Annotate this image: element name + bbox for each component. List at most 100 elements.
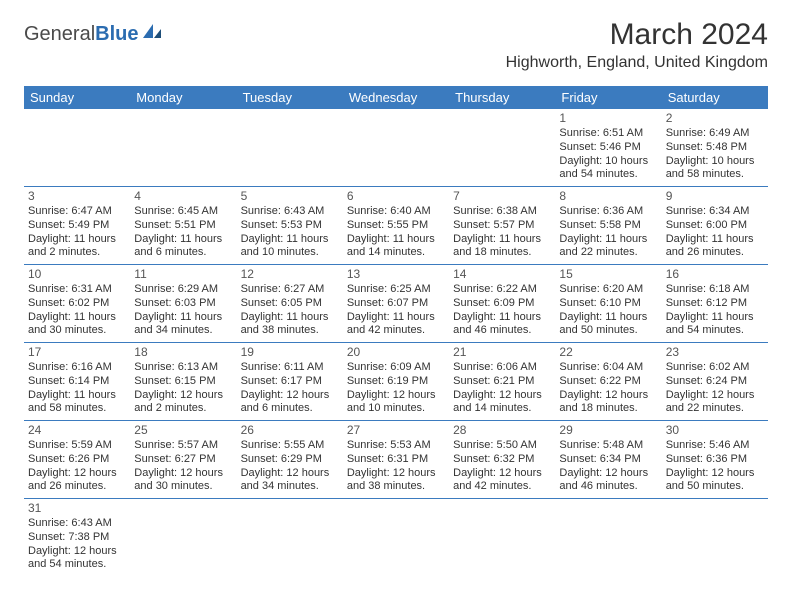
sunset-text: Sunset: 6:34 PM (559, 453, 657, 467)
sunrise-text: Sunrise: 6:11 AM (241, 361, 339, 375)
sunrise-text: Sunrise: 6:22 AM (453, 283, 551, 297)
sunrise-text: Sunrise: 6:45 AM (134, 205, 232, 219)
daylight-text: Daylight: 12 hours and 18 minutes. (559, 389, 657, 417)
daylight-text: Daylight: 11 hours and 42 minutes. (347, 311, 445, 339)
day-number: 13 (347, 267, 445, 282)
weekday-header: Saturday (662, 86, 768, 109)
day-number: 14 (453, 267, 551, 282)
calendar-table: Sunday Monday Tuesday Wednesday Thursday… (24, 86, 768, 576)
sunset-text: Sunset: 6:31 PM (347, 453, 445, 467)
calendar-cell: 5Sunrise: 6:43 AMSunset: 5:53 PMDaylight… (237, 187, 343, 265)
logo-text-blue: Blue (95, 23, 138, 46)
sunset-text: Sunset: 6:17 PM (241, 375, 339, 389)
calendar-cell (343, 109, 449, 187)
calendar-cell: 14Sunrise: 6:22 AMSunset: 6:09 PMDayligh… (449, 265, 555, 343)
calendar-cell: 10Sunrise: 6:31 AMSunset: 6:02 PMDayligh… (24, 265, 130, 343)
calendar-cell: 21Sunrise: 6:06 AMSunset: 6:21 PMDayligh… (449, 343, 555, 421)
day-number: 1 (559, 111, 657, 126)
calendar-cell (662, 499, 768, 577)
sunset-text: Sunset: 6:24 PM (666, 375, 764, 389)
sunset-text: Sunset: 6:07 PM (347, 297, 445, 311)
sunset-text: Sunset: 6:22 PM (559, 375, 657, 389)
sunset-text: Sunset: 5:58 PM (559, 219, 657, 233)
sunrise-text: Sunrise: 6:13 AM (134, 361, 232, 375)
sunset-text: Sunset: 6:12 PM (666, 297, 764, 311)
sunrise-text: Sunrise: 6:25 AM (347, 283, 445, 297)
daylight-text: Daylight: 11 hours and 26 minutes. (666, 233, 764, 261)
sunrise-text: Sunrise: 6:04 AM (559, 361, 657, 375)
calendar-cell: 19Sunrise: 6:11 AMSunset: 6:17 PMDayligh… (237, 343, 343, 421)
day-number: 8 (559, 189, 657, 204)
sunrise-text: Sunrise: 6:49 AM (666, 127, 764, 141)
sunrise-text: Sunrise: 6:09 AM (347, 361, 445, 375)
sunset-text: Sunset: 5:49 PM (28, 219, 126, 233)
day-number: 25 (134, 423, 232, 438)
sunrise-text: Sunrise: 6:06 AM (453, 361, 551, 375)
day-number: 3 (28, 189, 126, 204)
day-number: 6 (347, 189, 445, 204)
calendar-cell: 23Sunrise: 6:02 AMSunset: 6:24 PMDayligh… (662, 343, 768, 421)
logo: GeneralBlue (24, 22, 163, 46)
daylight-text: Daylight: 11 hours and 58 minutes. (28, 389, 126, 417)
calendar-cell: 3Sunrise: 6:47 AMSunset: 5:49 PMDaylight… (24, 187, 130, 265)
calendar-cell: 2Sunrise: 6:49 AMSunset: 5:48 PMDaylight… (662, 109, 768, 187)
sunset-text: Sunset: 5:46 PM (559, 141, 657, 155)
day-number: 19 (241, 345, 339, 360)
daylight-text: Daylight: 12 hours and 50 minutes. (666, 467, 764, 495)
sunrise-text: Sunrise: 6:20 AM (559, 283, 657, 297)
sunrise-text: Sunrise: 6:43 AM (241, 205, 339, 219)
daylight-text: Daylight: 11 hours and 14 minutes. (347, 233, 445, 261)
calendar-cell: 16Sunrise: 6:18 AMSunset: 6:12 PMDayligh… (662, 265, 768, 343)
calendar-cell (130, 109, 236, 187)
daylight-text: Daylight: 12 hours and 34 minutes. (241, 467, 339, 495)
calendar-cell: 12Sunrise: 6:27 AMSunset: 6:05 PMDayligh… (237, 265, 343, 343)
sunset-text: Sunset: 5:51 PM (134, 219, 232, 233)
weekday-header: Wednesday (343, 86, 449, 109)
sunrise-text: Sunrise: 6:02 AM (666, 361, 764, 375)
daylight-text: Daylight: 11 hours and 34 minutes. (134, 311, 232, 339)
sunrise-text: Sunrise: 6:27 AM (241, 283, 339, 297)
weekday-header: Friday (555, 86, 661, 109)
daylight-text: Daylight: 12 hours and 2 minutes. (134, 389, 232, 417)
sunset-text: Sunset: 7:38 PM (28, 531, 126, 545)
calendar-cell (449, 109, 555, 187)
daylight-text: Daylight: 10 hours and 58 minutes. (666, 155, 764, 183)
calendar-cell: 15Sunrise: 6:20 AMSunset: 6:10 PMDayligh… (555, 265, 661, 343)
sunrise-text: Sunrise: 6:36 AM (559, 205, 657, 219)
day-number: 27 (347, 423, 445, 438)
calendar-cell (237, 109, 343, 187)
sunset-text: Sunset: 5:55 PM (347, 219, 445, 233)
weekday-header: Monday (130, 86, 236, 109)
sunrise-text: Sunrise: 6:34 AM (666, 205, 764, 219)
calendar-cell: 27Sunrise: 5:53 AMSunset: 6:31 PMDayligh… (343, 421, 449, 499)
month-title: March 2024 (506, 18, 768, 52)
sunrise-text: Sunrise: 6:38 AM (453, 205, 551, 219)
calendar-cell (555, 499, 661, 577)
day-number: 22 (559, 345, 657, 360)
calendar-cell: 20Sunrise: 6:09 AMSunset: 6:19 PMDayligh… (343, 343, 449, 421)
daylight-text: Daylight: 11 hours and 50 minutes. (559, 311, 657, 339)
day-number: 28 (453, 423, 551, 438)
calendar-cell: 18Sunrise: 6:13 AMSunset: 6:15 PMDayligh… (130, 343, 236, 421)
calendar-cell: 1Sunrise: 6:51 AMSunset: 5:46 PMDaylight… (555, 109, 661, 187)
day-number: 9 (666, 189, 764, 204)
sunrise-text: Sunrise: 5:46 AM (666, 439, 764, 453)
sunset-text: Sunset: 6:02 PM (28, 297, 126, 311)
day-number: 12 (241, 267, 339, 282)
calendar-cell: 4Sunrise: 6:45 AMSunset: 5:51 PMDaylight… (130, 187, 236, 265)
sunset-text: Sunset: 6:14 PM (28, 375, 126, 389)
day-number: 11 (134, 267, 232, 282)
sunset-text: Sunset: 6:27 PM (134, 453, 232, 467)
calendar-cell: 6Sunrise: 6:40 AMSunset: 5:55 PMDaylight… (343, 187, 449, 265)
sunset-text: Sunset: 6:00 PM (666, 219, 764, 233)
day-number: 31 (28, 501, 126, 516)
sunrise-text: Sunrise: 6:31 AM (28, 283, 126, 297)
calendar-cell: 22Sunrise: 6:04 AMSunset: 6:22 PMDayligh… (555, 343, 661, 421)
daylight-text: Daylight: 12 hours and 46 minutes. (559, 467, 657, 495)
day-number: 21 (453, 345, 551, 360)
sunset-text: Sunset: 5:57 PM (453, 219, 551, 233)
sunrise-text: Sunrise: 6:43 AM (28, 517, 126, 531)
calendar-cell (343, 499, 449, 577)
sunset-text: Sunset: 6:29 PM (241, 453, 339, 467)
logo-text-general: General (24, 23, 95, 46)
